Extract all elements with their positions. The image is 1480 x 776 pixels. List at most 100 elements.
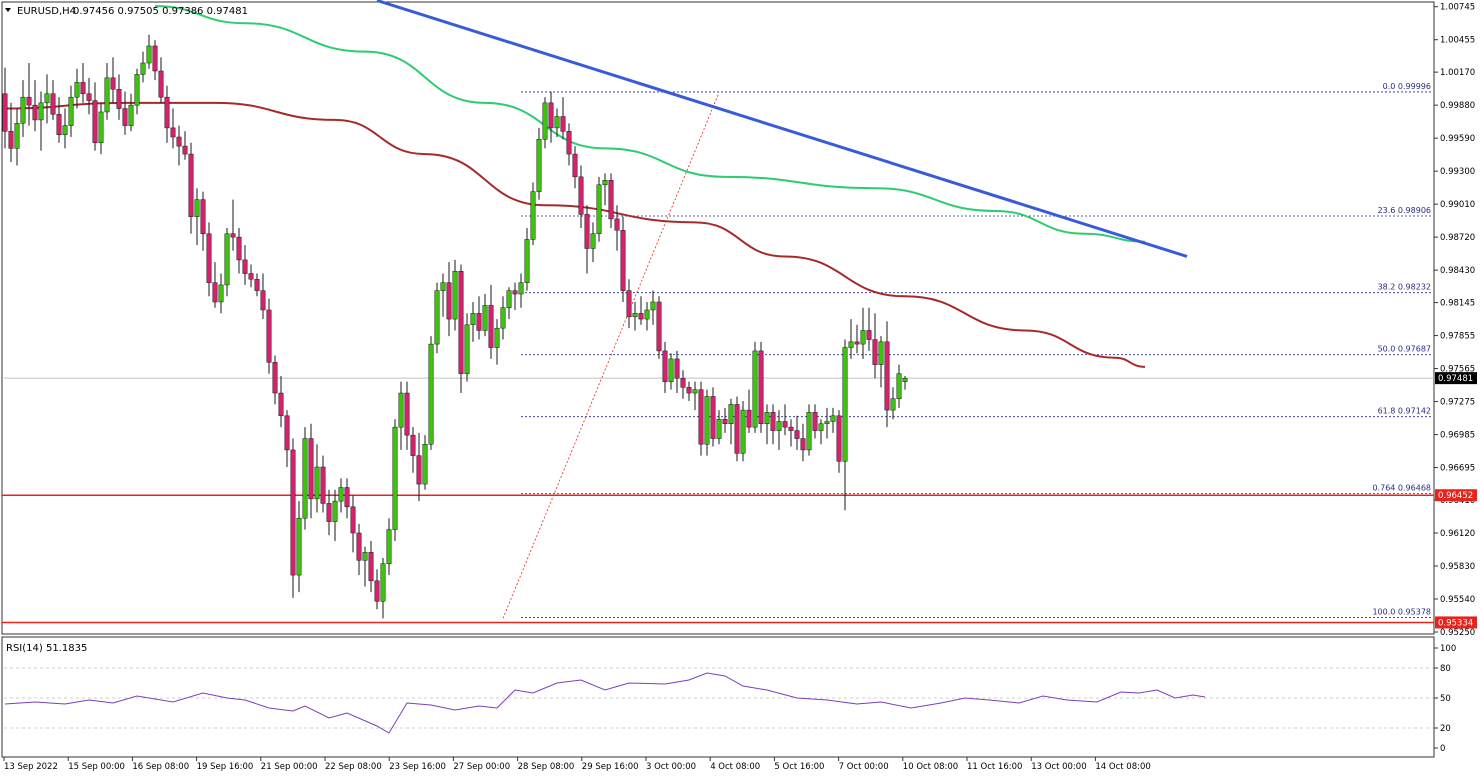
candle (296, 501, 302, 593)
bear-candle-body (284, 415, 290, 451)
candle (734, 396, 740, 462)
candle (704, 389, 710, 456)
candle (752, 341, 758, 433)
candle (212, 262, 218, 308)
bear-candle-body (722, 418, 728, 425)
candle (266, 298, 272, 374)
candle (80, 63, 86, 103)
candle (38, 91, 44, 151)
candle (356, 523, 362, 576)
candle (332, 489, 338, 541)
bear-candle-body (626, 290, 632, 318)
bull-candle-body (764, 412, 770, 425)
bull-candle-body (440, 282, 446, 291)
bear-candle-body (374, 580, 380, 602)
price-axis (1434, 6, 1438, 633)
candle (194, 188, 200, 246)
bear-candle-body (2, 93, 8, 132)
bear-candle-body (32, 104, 38, 121)
bull-candle-body (902, 377, 908, 382)
bull-candle-body (542, 102, 548, 140)
candle (680, 370, 686, 399)
price-tick-label: 0.96120 (1440, 529, 1475, 539)
candle (818, 419, 824, 445)
bull-candle-body (704, 396, 710, 445)
candle (128, 93, 134, 132)
candle (548, 91, 554, 143)
price-tick-label: 0.96695 (1440, 464, 1475, 474)
bear-candle-body (662, 350, 668, 382)
rsi-pane: RSI(14) 51.1835 100 80 50 20 0 (1, 636, 1456, 758)
candle (488, 284, 494, 359)
candle (518, 273, 524, 308)
bull-candle-body (314, 466, 320, 500)
candle (278, 375, 284, 428)
bear-candle-body (800, 438, 806, 451)
candle (434, 282, 440, 354)
bear-candle-body (746, 409, 752, 428)
price-tick-label: 1.00170 (1440, 68, 1475, 78)
candle (476, 296, 482, 340)
candle (428, 336, 434, 450)
candle (386, 518, 392, 576)
bull-candle-body (332, 500, 338, 522)
bear-candle-body (680, 377, 686, 388)
candle (848, 319, 854, 359)
bear-candle-body (206, 233, 212, 283)
candle (290, 438, 296, 598)
chart-ohlc-label: 0.97456 0.97505 0.97386 0.97481 (73, 6, 248, 17)
candle (56, 97, 62, 143)
candle (62, 108, 68, 149)
candle (764, 404, 770, 445)
bear-candle-body (188, 153, 194, 217)
candle (902, 375, 908, 390)
candle (326, 489, 332, 536)
bear-candle-body (674, 358, 680, 379)
candle (602, 173, 608, 206)
time-tick-label: 16 Sep 08:00 (132, 762, 189, 772)
candle (314, 444, 320, 513)
candle (728, 398, 734, 445)
time-tick-label: 5 Oct 16:00 (774, 762, 824, 772)
candle (188, 142, 194, 234)
candle (338, 478, 344, 513)
bull-candle-body (848, 341, 854, 348)
rsi-line: 100 80 50 20 0 (4, 644, 1456, 754)
bear-candle-body (734, 404, 740, 454)
candles (2, 34, 908, 619)
bull-candle-body (644, 309, 650, 320)
time-tick-label: 28 Sep 08:00 (518, 762, 575, 772)
bear-candle-body (116, 88, 122, 109)
bull-candle-body (500, 307, 506, 329)
horizontal-levels (2, 377, 1434, 624)
bull-candle-body (590, 233, 596, 249)
candle (14, 108, 20, 166)
candle (32, 80, 38, 132)
candle (878, 336, 884, 388)
bear-candle-body (614, 218, 620, 231)
price-pane: 0.0 0.99996 23.6 0.98906 38.2 0.98232 50.0 … (1, 0, 1477, 638)
bull-candle-body (98, 111, 104, 143)
bear-candle-body (710, 396, 716, 439)
bull-candle-body (536, 139, 542, 192)
bear-candle-body (50, 93, 56, 115)
price-tick-label: 0.95540 (1440, 595, 1475, 605)
candle (740, 401, 746, 462)
bear-candle-body (344, 487, 350, 508)
candle (608, 173, 614, 229)
collapse-triangle-icon[interactable] (5, 8, 11, 12)
bull-candle-body (38, 102, 44, 121)
time-tick-label: 27 Sep 00:00 (453, 762, 510, 772)
price-tick-label: 0.99010 (1440, 200, 1475, 210)
bear-candle-body (566, 131, 572, 155)
candle (824, 407, 830, 439)
time-tick-label: 22 Sep 08:00 (325, 762, 382, 772)
bear-candle-body (884, 341, 890, 411)
rsi-pane-frame (1, 636, 1435, 758)
candle (350, 495, 356, 553)
bull-candle-body (68, 96, 74, 126)
bear-candle-body (836, 415, 842, 462)
bear-candle-body (176, 136, 182, 147)
bull-candle-body (518, 282, 524, 295)
